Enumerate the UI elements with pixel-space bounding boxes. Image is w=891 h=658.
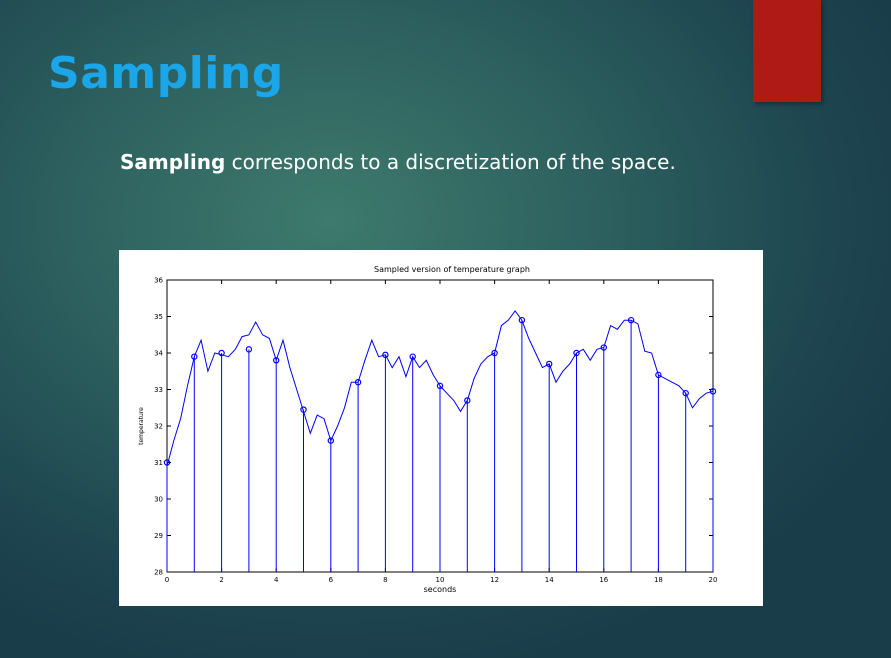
sample-marker	[464, 397, 471, 404]
sample-marker	[382, 351, 389, 359]
sample-marker	[546, 360, 553, 368]
x-tick-label: 10	[436, 576, 445, 584]
body-bold-term: Sampling	[120, 150, 226, 174]
y-tick-label: 33	[154, 386, 163, 394]
x-tick-label: 2	[219, 576, 223, 584]
x-tick-label: 20	[709, 576, 718, 584]
sample-marker	[300, 406, 307, 413]
sample-marker	[709, 388, 717, 395]
sample-marker	[245, 346, 253, 353]
y-tick-label: 35	[154, 313, 163, 321]
sample-marker	[163, 459, 171, 466]
slide-body-text: Sampling corresponds to a discretization…	[120, 150, 676, 174]
continuous-signal-line	[166, 310, 714, 467]
y-tick-label: 36	[154, 277, 163, 285]
sample-marker	[218, 349, 225, 357]
sample-marker	[518, 316, 526, 324]
sample-marker	[272, 357, 280, 364]
x-tick-label: 18	[654, 576, 663, 584]
y-tick-label: 34	[154, 350, 163, 358]
x-tick-label: 4	[274, 576, 279, 584]
sample-marker	[655, 371, 662, 379]
sample-marker	[327, 437, 334, 444]
temperature-chart: Sampled version of temperature graph sec…	[138, 265, 718, 594]
y-tick-label: 31	[154, 459, 163, 467]
y-tick-label: 29	[154, 532, 163, 540]
accent-bar	[753, 0, 821, 102]
y-tick-label: 32	[154, 423, 163, 431]
chart-title: Sampled version of temperature graph	[374, 265, 530, 274]
x-tick-label: 12	[490, 576, 499, 584]
y-axis-label: temperature	[138, 407, 145, 445]
slide-title: Sampling	[48, 48, 284, 99]
chart-panel: Sampled version of temperature graph sec…	[119, 250, 763, 606]
sample-marker	[409, 353, 416, 360]
y-tick-label: 30	[154, 496, 163, 504]
sample-marker	[627, 316, 635, 324]
x-tick-label: 6	[329, 576, 334, 584]
y-tick-label: 28	[154, 569, 163, 577]
body-rest-text: corresponds to a discretization of the s…	[225, 150, 676, 174]
x-tick-label: 14	[545, 576, 554, 584]
sample-marker	[354, 378, 362, 386]
sample-marker	[573, 349, 580, 357]
sample-marker	[491, 349, 498, 357]
x-tick-label: 16	[599, 576, 608, 584]
x-tick-label: 8	[383, 576, 387, 584]
sample-marker	[600, 344, 607, 351]
sample-marker	[191, 353, 198, 360]
sample-marker	[436, 382, 444, 390]
sample-markers	[163, 316, 717, 466]
sample-stems	[166, 320, 714, 572]
x-axis-label: seconds	[424, 585, 457, 594]
x-tick-label: 0	[165, 576, 169, 584]
sample-marker	[682, 389, 689, 397]
